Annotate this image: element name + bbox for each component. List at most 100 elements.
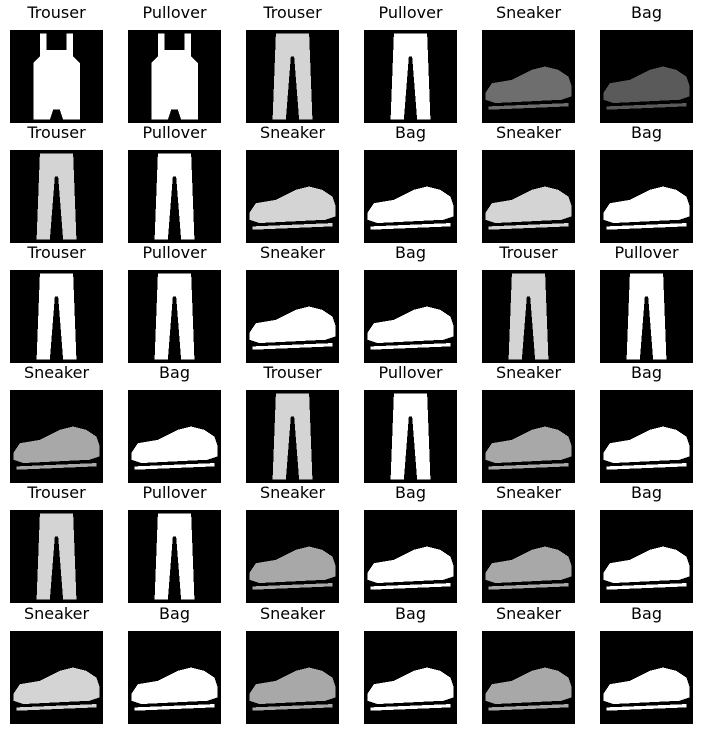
grid-cell: Bag bbox=[364, 120, 457, 243]
cell-title: Pullover bbox=[142, 123, 207, 142]
grid-cell: Sneaker bbox=[246, 480, 339, 603]
cell-title: Trouser bbox=[263, 3, 322, 22]
grid-cell: Pullover bbox=[128, 480, 221, 603]
image-thumbnail bbox=[246, 390, 339, 483]
cell-title: Trouser bbox=[27, 483, 86, 502]
cell-title: Pullover bbox=[142, 3, 207, 22]
grid-cell: Pullover bbox=[128, 120, 221, 243]
grid-cell: Trouser bbox=[246, 360, 339, 483]
image-thumbnail bbox=[364, 270, 457, 363]
image-thumbnail bbox=[482, 631, 575, 724]
image-thumbnail bbox=[10, 631, 103, 724]
grid-cell: Trouser bbox=[10, 240, 103, 363]
cell-title: Sneaker bbox=[259, 604, 326, 623]
image-thumbnail bbox=[246, 510, 339, 603]
grid-cell: Bag bbox=[600, 601, 693, 724]
cell-title: Bag bbox=[631, 483, 662, 502]
cell-title: Sneaker bbox=[259, 483, 326, 502]
image-thumbnail bbox=[246, 631, 339, 724]
image-thumbnail bbox=[482, 30, 575, 123]
cell-title: Bag bbox=[395, 483, 426, 502]
grid-cell: Bag bbox=[128, 601, 221, 724]
image-thumbnail bbox=[246, 270, 339, 363]
cell-title: Sneaker bbox=[23, 604, 90, 623]
image-thumbnail bbox=[600, 270, 693, 363]
grid-cell: Bag bbox=[364, 601, 457, 724]
image-thumbnail bbox=[364, 631, 457, 724]
cell-title: Bag bbox=[395, 604, 426, 623]
image-thumbnail bbox=[128, 631, 221, 724]
cell-title: Trouser bbox=[27, 123, 86, 142]
grid-cell: Bag bbox=[600, 0, 693, 123]
image-thumbnail bbox=[10, 390, 103, 483]
grid-cell: Sneaker bbox=[482, 0, 575, 123]
image-thumbnail bbox=[128, 270, 221, 363]
image-thumbnail bbox=[246, 150, 339, 243]
cell-title: Pullover bbox=[378, 363, 443, 382]
grid-cell: Bag bbox=[600, 360, 693, 483]
cell-title: Bag bbox=[159, 604, 190, 623]
grid-cell: Bag bbox=[364, 480, 457, 603]
cell-title: Trouser bbox=[27, 243, 86, 262]
grid-cell: Sneaker bbox=[10, 360, 103, 483]
cell-title: Bag bbox=[395, 243, 426, 262]
cell-title: Trouser bbox=[263, 363, 322, 382]
grid-cell: Trouser bbox=[10, 480, 103, 603]
grid-cell: Bag bbox=[600, 120, 693, 243]
image-thumbnail bbox=[482, 150, 575, 243]
cell-title: Sneaker bbox=[23, 363, 90, 382]
grid-cell: Pullover bbox=[128, 240, 221, 363]
grid-cell: Pullover bbox=[600, 240, 693, 363]
cell-title: Pullover bbox=[378, 3, 443, 22]
cell-title: Bag bbox=[631, 363, 662, 382]
image-thumbnail bbox=[600, 510, 693, 603]
image-thumbnail bbox=[600, 390, 693, 483]
image-thumbnail bbox=[600, 631, 693, 724]
cell-title: Trouser bbox=[499, 243, 558, 262]
cell-title: Sneaker bbox=[495, 604, 562, 623]
cell-title: Bag bbox=[631, 123, 662, 142]
grid-cell: Sneaker bbox=[482, 360, 575, 483]
image-thumbnail bbox=[10, 270, 103, 363]
cell-title: Pullover bbox=[142, 243, 207, 262]
image-thumbnail bbox=[482, 510, 575, 603]
image-thumbnail bbox=[364, 390, 457, 483]
cell-title: Pullover bbox=[142, 483, 207, 502]
cell-title: Sneaker bbox=[259, 123, 326, 142]
grid-cell: Trouser bbox=[10, 120, 103, 243]
image-thumbnail bbox=[128, 390, 221, 483]
grid-cell: Sneaker bbox=[246, 601, 339, 724]
grid-cell: Pullover bbox=[364, 0, 457, 123]
image-thumbnail bbox=[364, 150, 457, 243]
cell-title: Sneaker bbox=[495, 123, 562, 142]
grid-cell: Bag bbox=[128, 360, 221, 483]
cell-title: Sneaker bbox=[495, 363, 562, 382]
grid-cell: Sneaker bbox=[246, 240, 339, 363]
grid-cell: Trouser bbox=[10, 0, 103, 123]
grid-cell: Trouser bbox=[482, 240, 575, 363]
image-thumbnail bbox=[128, 150, 221, 243]
image-thumbnail bbox=[246, 30, 339, 123]
cell-title: Sneaker bbox=[495, 3, 562, 22]
image-thumbnail bbox=[600, 30, 693, 123]
grid-cell: Sneaker bbox=[482, 120, 575, 243]
cell-title: Bag bbox=[395, 123, 426, 142]
image-thumbnail bbox=[128, 510, 221, 603]
image-thumbnail bbox=[482, 270, 575, 363]
cell-title: Bag bbox=[159, 363, 190, 382]
image-thumbnail bbox=[482, 390, 575, 483]
cell-title: Trouser bbox=[27, 3, 86, 22]
grid-cell: Trouser bbox=[246, 0, 339, 123]
image-thumbnail bbox=[10, 150, 103, 243]
cell-title: Bag bbox=[631, 3, 662, 22]
grid-cell: Pullover bbox=[364, 360, 457, 483]
grid-cell: Sneaker bbox=[10, 601, 103, 724]
grid-cell: Sneaker bbox=[482, 480, 575, 603]
grid-cell: Sneaker bbox=[246, 120, 339, 243]
cell-title: Sneaker bbox=[495, 483, 562, 502]
cell-title: Sneaker bbox=[259, 243, 326, 262]
grid-cell: Pullover bbox=[128, 0, 221, 123]
image-thumbnail bbox=[128, 30, 221, 123]
image-thumbnail bbox=[10, 510, 103, 603]
